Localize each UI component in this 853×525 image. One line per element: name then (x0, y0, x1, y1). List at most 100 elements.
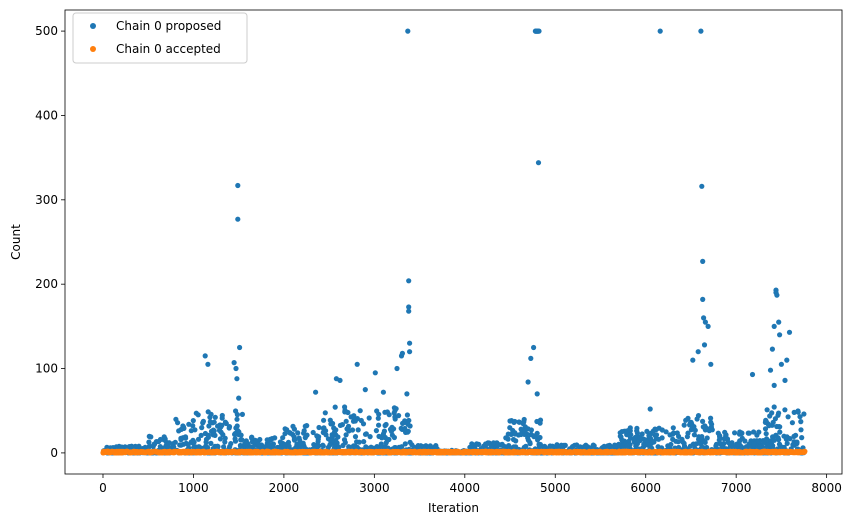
proposed-point (490, 440, 497, 446)
proposed-point (375, 415, 381, 421)
proposed-point (695, 349, 701, 355)
proposed-point (337, 422, 343, 428)
proposed-point (237, 442, 243, 449)
y-tick-label: 200 (35, 277, 58, 291)
proposed-point (148, 434, 154, 440)
proposed-point (467, 444, 473, 450)
proposed-point (147, 443, 153, 449)
proposed-point (340, 442, 346, 449)
proposed-point (407, 340, 413, 346)
proposed-point (688, 427, 695, 433)
proposed-point (291, 426, 297, 432)
legend: Chain 0 proposed Chain 0 accepted (72, 12, 248, 64)
proposed-point (534, 418, 540, 425)
proposed-point (708, 361, 714, 367)
proposed-point (235, 182, 241, 189)
proposed-point (769, 410, 775, 416)
proposed-point (505, 431, 511, 437)
proposed-point (701, 315, 707, 321)
proposed-point (233, 365, 239, 372)
proposed-point (399, 350, 405, 356)
proposed-point (313, 389, 319, 395)
proposed-point (749, 371, 756, 378)
proposed-point (699, 183, 705, 189)
proposed-point (693, 441, 699, 447)
proposed-point (713, 443, 719, 449)
proposed-point (784, 440, 790, 446)
proposed-point (705, 323, 711, 329)
x-tick-label: 5000 (540, 481, 571, 495)
proposed-point (352, 418, 358, 424)
proposed-point (409, 442, 415, 448)
proposed-point (286, 443, 292, 449)
proposed-point (366, 415, 372, 421)
proposed-point (757, 444, 763, 450)
proposed-point (222, 439, 228, 445)
proposed-point (569, 444, 576, 450)
proposed-point (304, 423, 310, 429)
proposed-point (483, 441, 489, 447)
proposed-point (200, 418, 206, 424)
points-layer (100, 28, 808, 456)
proposed-point (198, 432, 204, 438)
proposed-point (623, 428, 630, 434)
proposed-point (720, 443, 726, 449)
proposed-point (690, 357, 696, 363)
proposed-point (751, 429, 757, 435)
proposed-point (212, 414, 218, 420)
proposed-point (203, 439, 209, 445)
proposed-point (785, 414, 791, 420)
y-tick-label: 400 (35, 108, 58, 122)
proposed-point (777, 424, 783, 430)
proposed-point (777, 332, 783, 338)
proposed-point (528, 427, 535, 433)
proposed-point (376, 433, 382, 439)
proposed-point (354, 361, 360, 367)
proposed-point (659, 427, 665, 433)
proposed-point (199, 425, 205, 431)
proposed-point (239, 437, 245, 443)
proposed-point (232, 436, 238, 442)
proposed-point (756, 429, 762, 435)
proposed-point (767, 443, 773, 449)
proposed-point (190, 423, 196, 429)
proposed-point (525, 437, 532, 443)
proposed-point (361, 439, 367, 445)
proposed-point (764, 436, 770, 442)
proposed-point (243, 440, 249, 446)
proposed-point (166, 444, 172, 450)
proposed-point (512, 430, 518, 436)
proposed-point (327, 417, 333, 423)
proposed-point (637, 434, 643, 441)
proposed-point (219, 412, 225, 419)
proposed-point (619, 443, 626, 449)
proposed-point (641, 441, 647, 447)
proposed-point (708, 415, 714, 421)
proposed-point (676, 433, 682, 439)
proposed-point (255, 441, 261, 447)
proposed-point (376, 411, 382, 417)
proposed-point (264, 437, 270, 443)
proposed-point (418, 443, 424, 449)
proposed-point (763, 431, 769, 437)
proposed-point (291, 437, 298, 443)
proposed-point (329, 437, 335, 443)
proposed-point (186, 421, 192, 427)
proposed-point (296, 435, 302, 441)
proposed-point (774, 292, 780, 298)
proposed-point (520, 421, 526, 427)
proposed-point (193, 410, 199, 416)
proposed-point (653, 426, 659, 433)
proposed-point (501, 444, 507, 450)
proposed-point (531, 344, 537, 351)
proposed-point (763, 417, 769, 423)
y-tick-label: 500 (35, 24, 58, 38)
proposed-point (673, 438, 679, 444)
proposed-point (360, 421, 367, 427)
proposed-point (211, 428, 217, 434)
proposed-point (505, 436, 511, 442)
proposed-point (528, 355, 534, 361)
proposed-point (739, 435, 745, 441)
x-tick-label: 4000 (450, 481, 481, 495)
proposed-point (323, 432, 329, 438)
